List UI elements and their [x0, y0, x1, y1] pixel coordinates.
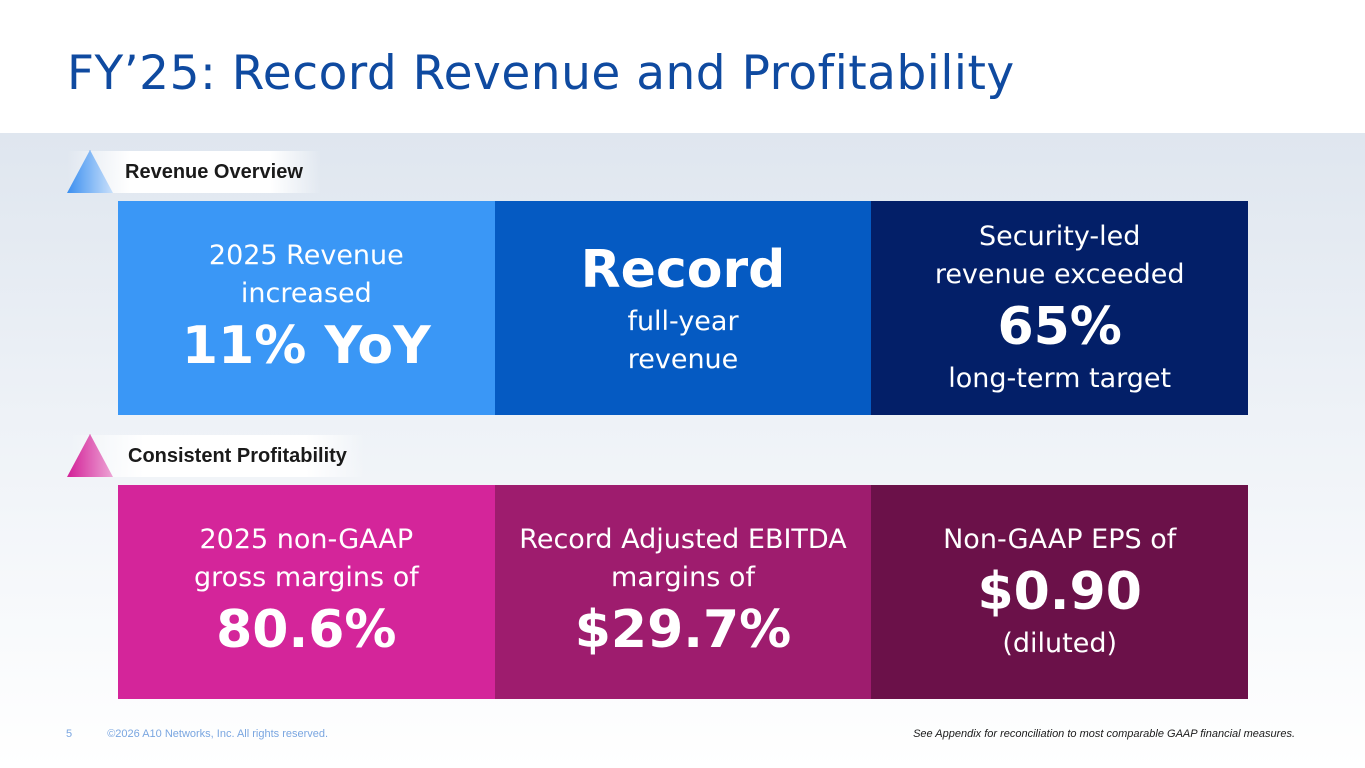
profitability-tiles-row: 2025 non-GAAP gross margins of 80.6% Rec… — [118, 485, 1249, 699]
tile-line: long-term target — [948, 363, 1172, 394]
tile-line: gross margins of — [193, 562, 419, 593]
record-revenue-tile: Record full-year revenue — [494, 201, 872, 415]
tile-highlight: $0.90 — [977, 562, 1142, 622]
eps-tile: Non-GAAP EPS of $0.90 (diluted) — [871, 485, 1249, 699]
tile-line: revenue — [627, 344, 739, 375]
tile-line: margins of — [611, 562, 755, 593]
profitability-section-label: Consistent Profitability — [70, 435, 365, 477]
tile-line: 2025 Revenue — [208, 240, 404, 271]
tile-highlight: Record — [580, 240, 786, 300]
tile-highlight: 80.6% — [216, 600, 397, 660]
tile-line: 2025 non-GAAP — [199, 524, 414, 555]
revenue-section-label-text: Revenue Overview — [125, 160, 303, 183]
tile-line: increased — [240, 278, 372, 309]
slide-title: FY’25: Record Revenue and Profitability — [67, 46, 1015, 101]
ebitda-margin-tile: Record Adjusted EBITDA margins of $29.7% — [494, 485, 872, 699]
tile-line: Non-GAAP EPS of — [943, 524, 1177, 555]
tile-highlight: $29.7% — [574, 600, 792, 660]
tile-line: revenue exceeded — [934, 259, 1185, 290]
tile-line: Security-led — [978, 221, 1141, 252]
footnote: See Appendix for reconciliation to most … — [913, 728, 1295, 740]
gross-margin-tile: 2025 non-GAAP gross margins of 80.6% — [118, 485, 495, 699]
tile-line: full-year — [627, 306, 739, 337]
revenue-section-label: Revenue Overview — [67, 151, 321, 193]
copyright-text: ©2026 A10 Networks, Inc. All rights rese… — [107, 728, 329, 740]
revenue-growth-tile: 2025 Revenue increased 11% YoY — [118, 201, 495, 415]
page-number: 5 — [66, 728, 73, 740]
revenue-tiles-row: 2025 Revenue increased 11% YoY Record fu… — [118, 201, 1249, 415]
footer-left: 5 ©2026 A10 Networks, Inc. All rights re… — [66, 728, 328, 740]
tile-line: Record Adjusted EBITDA — [519, 524, 847, 555]
profitability-section-label-text: Consistent Profitability — [128, 444, 347, 467]
tile-line: (diluted) — [1002, 628, 1118, 659]
security-revenue-tile: Security-led revenue exceeded 65% long-t… — [871, 201, 1249, 415]
tile-highlight: 11% YoY — [181, 316, 431, 376]
tile-highlight: 65% — [997, 297, 1122, 357]
